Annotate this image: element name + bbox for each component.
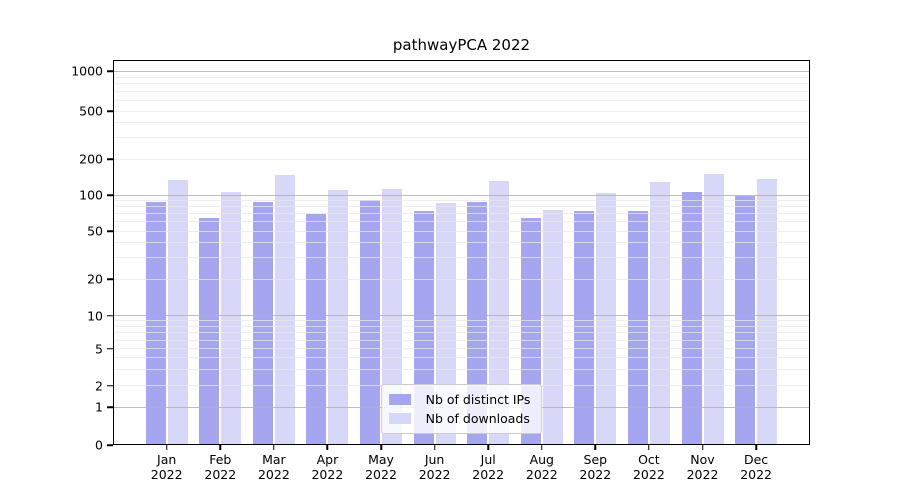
y-tick-mark-200 [107,158,113,160]
x-tick-label-oct: Oct 2022 [632,452,665,482]
bar-jul-downloads [489,180,510,445]
x-tick-mark-may [380,445,382,450]
y-tick-label-100: 100 [79,187,103,203]
y-tick-label-500: 500 [79,103,103,119]
chart-title: pathwayPCA 2022 [392,36,531,54]
x-tick-mark-nov [701,445,704,450]
y-tick-mark-20 [107,278,113,280]
bar-apr-downloads [328,189,349,445]
y-tick-mark-1000 [107,70,113,72]
y-tick-label-20: 20 [87,271,103,287]
x-tick-mark-jul [487,445,489,450]
y-tick-mark-1 [107,406,113,409]
x-tick-label-feb: Feb 2022 [204,452,237,482]
bar-mar-downloads [274,174,295,445]
x-tick-label-jul: Jul 2022 [472,452,505,482]
x-tick-label-apr: Apr 2022 [311,452,344,482]
x-tick-label-nov: Nov 2022 [686,452,719,482]
y-tick-label-5: 5 [95,341,103,357]
x-tick-mark-sep [594,445,597,450]
bar-feb-distinct-ips [199,218,220,445]
y-tick-label-50: 50 [87,223,103,239]
legend-label-downloads: Nb of downloads [425,411,530,426]
y-tick-mark-2 [107,384,113,387]
y-tick-label-1000: 1000 [71,63,103,79]
bar-mar-distinct-ips [252,201,273,445]
y-tick-mark-100 [107,194,113,196]
x-tick-mark-apr [326,445,329,450]
legend-label-distinct-ips: Nb of distinct IPs [425,392,531,407]
bar-dec-downloads [757,179,778,445]
legend-row-distinct-ips: Nb of distinct IPs [388,390,531,409]
bar-nov-downloads [703,173,724,445]
y-tick-mark-50 [107,230,113,232]
bar-aug-downloads [542,209,563,445]
legend-swatch-distinct-ips [388,394,411,405]
x-tick-mark-dec [755,445,757,450]
bar-may-distinct-ips [360,199,381,445]
x-tick-label-dec: Dec 2022 [740,452,772,482]
legend-row-downloads: Nb of downloads [388,409,531,428]
x-tick-mark-jan [165,445,168,450]
bar-sep-downloads [596,193,617,445]
x-tick-mark-feb [219,445,222,450]
x-tick-mark-jun [433,445,436,450]
x-tick-label-jan: Jan 2022 [150,452,183,482]
x-tick-label-mar: Mar 2022 [257,452,290,482]
y-tick-mark-10 [107,314,113,317]
bar-may-downloads [382,188,403,445]
y-tick-label-200: 200 [79,151,103,167]
y-tick-label-0: 0 [95,437,103,453]
bar-sep-distinct-ips [574,210,595,445]
x-tick-mark-mar [273,445,275,450]
x-tick-label-jun: Jun 2022 [418,452,451,482]
bar-dec-distinct-ips [735,196,756,445]
x-tick-label-may: May 2022 [365,452,397,482]
bar-jan-distinct-ips [145,202,166,445]
bar-oct-distinct-ips [627,211,648,445]
bar-nov-distinct-ips [681,192,702,445]
plot-area: Nb of distinct IPs Nb of downloads [113,60,810,445]
legend: Nb of distinct IPs Nb of downloads [380,384,543,434]
y-tick-label-1: 1 [95,399,103,415]
x-tick-mark-aug [541,445,543,450]
bar-feb-downloads [221,192,242,445]
y-tick-label-10: 10 [87,308,103,324]
x-tick-mark-oct [648,445,650,450]
bar-jan-downloads [167,179,188,445]
y-tick-mark-5 [107,347,113,350]
y-tick-label-2: 2 [95,378,103,394]
legend-swatch-downloads [388,413,411,424]
x-tick-label-sep: Sep 2022 [579,452,612,482]
bar-apr-distinct-ips [306,213,327,445]
y-tick-mark-500 [107,110,113,112]
x-tick-label-aug: Aug 2022 [525,452,558,482]
bar-oct-downloads [649,181,670,445]
y-tick-mark-0 [107,444,113,446]
